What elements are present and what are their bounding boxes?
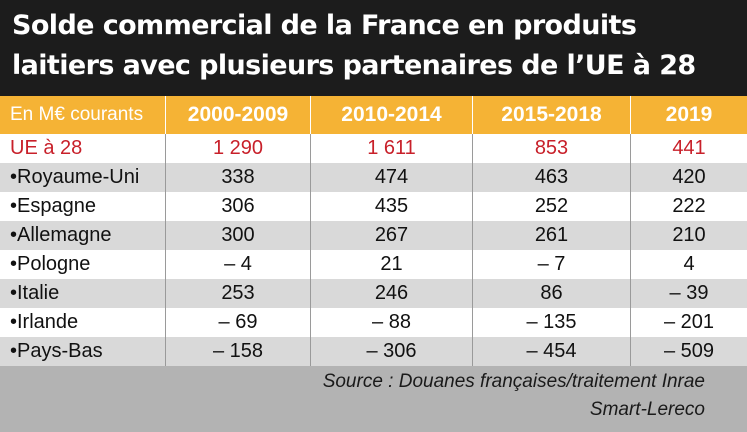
unit-label: En M€ courants — [10, 104, 144, 125]
table-cell: 338 — [165, 163, 310, 192]
table-cell: – 7 — [472, 250, 630, 279]
row-label: •Pologne — [10, 253, 91, 275]
table-cell: 246 — [310, 279, 472, 308]
table-cell: 4 — [630, 250, 747, 279]
table-cell: 267 — [310, 221, 472, 250]
table-cell: – 69 — [165, 308, 310, 337]
table-cell: – 306 — [310, 337, 472, 366]
table-row-ue: UE à 28 1 290 1 611 853 441 — [0, 134, 747, 163]
column-header: 2019 — [630, 96, 747, 134]
table-row: •Royaume-Uni 338 474 463 420 — [0, 163, 747, 192]
chart-title-line-1: Solde commercial de la France en produit… — [12, 10, 637, 41]
table-header: En M€ courants 2000-2009 2010-2014 2015-… — [0, 96, 747, 134]
table-cell: 435 — [310, 192, 472, 221]
table-cell: – 135 — [472, 308, 630, 337]
table-row: •Pays-Bas – 158 – 306 – 454 – 509 — [0, 337, 747, 366]
table-cell: 441 — [630, 134, 747, 163]
table-cell: 210 — [630, 221, 747, 250]
table-cell: 463 — [472, 163, 630, 192]
row-label: •Royaume-Uni — [10, 166, 140, 188]
table-row: •Pologne – 4 21 – 7 4 — [0, 250, 747, 279]
table-cell: 253 — [165, 279, 310, 308]
table-cell: – 201 — [630, 308, 747, 337]
table-cell: 252 — [472, 192, 630, 221]
table-cell: – 4 — [165, 250, 310, 279]
table-cell: 1 611 — [310, 134, 472, 163]
row-label: •Irlande — [10, 311, 79, 333]
chart-title-line-2: laitiers avec plusieurs partenaires de l… — [12, 50, 696, 81]
table-cell: 86 — [472, 279, 630, 308]
table-cell: – 158 — [165, 337, 310, 366]
table-cell: 222 — [630, 192, 747, 221]
table-cell: 261 — [472, 221, 630, 250]
data-table: En M€ courants 2000-2009 2010-2014 2015-… — [0, 96, 747, 366]
source-line-1: Source : Douanes françaises/traitement I… — [322, 371, 705, 392]
table-cell: – 509 — [630, 337, 747, 366]
table-cell: 21 — [310, 250, 472, 279]
column-header: 2015-2018 — [472, 96, 630, 134]
table-cell: 853 — [472, 134, 630, 163]
row-label: •Allemagne — [10, 224, 112, 246]
table-cell: 420 — [630, 163, 747, 192]
table-cell: – 39 — [630, 279, 747, 308]
row-label: •Italie — [10, 282, 60, 304]
table-cell: 300 — [165, 221, 310, 250]
table-row: •Italie 253 246 86 – 39 — [0, 279, 747, 308]
column-header: 2010-2014 — [310, 96, 472, 134]
title-box: Solde commercial de la France en produit… — [0, 0, 747, 96]
table-row: •Espagne 306 435 252 222 — [0, 192, 747, 221]
table-row: •Allemagne 300 267 261 210 — [0, 221, 747, 250]
row-label: •Espagne — [10, 195, 96, 217]
table-row: •Irlande – 69 – 88 – 135 – 201 — [0, 308, 747, 337]
table-cell: 306 — [165, 192, 310, 221]
row-label: UE à 28 — [10, 137, 83, 159]
table-cell: – 454 — [472, 337, 630, 366]
table-cell: – 88 — [310, 308, 472, 337]
column-header: 2000-2009 — [165, 96, 310, 134]
source-note: Source : Douanes françaises/traitement I… — [323, 368, 705, 424]
table-cell: 474 — [310, 163, 472, 192]
source-line-2: Smart-Lereco — [589, 399, 705, 420]
row-label: •Pays-Bas — [10, 340, 103, 362]
table-cell: 1 290 — [165, 134, 310, 163]
